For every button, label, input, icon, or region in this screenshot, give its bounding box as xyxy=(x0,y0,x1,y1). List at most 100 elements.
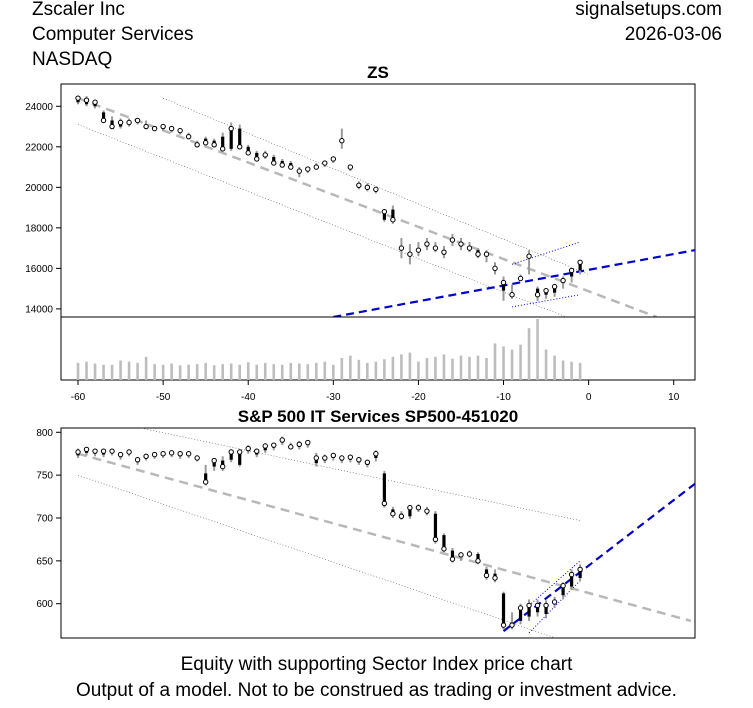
candle-body xyxy=(535,288,540,295)
candle-body xyxy=(204,473,208,482)
close-marker xyxy=(271,160,277,166)
volume-bar xyxy=(561,360,565,380)
close-marker xyxy=(237,449,243,455)
close-marker xyxy=(100,448,107,454)
sector-price-panel: S&P 500 IT Services SP500-451020 600 650 70… xyxy=(36,407,696,639)
close-marker xyxy=(288,444,294,450)
volume-bar xyxy=(297,363,301,380)
volume-bar xyxy=(263,362,267,380)
candle-body xyxy=(518,608,523,621)
y-tick-label: 16000 xyxy=(25,264,53,275)
volume-bar xyxy=(212,365,216,380)
candle-body xyxy=(501,593,506,626)
channel-upper-line xyxy=(139,428,581,521)
close-marker xyxy=(262,152,268,158)
close-marker xyxy=(305,439,311,446)
close-marker xyxy=(534,602,541,609)
volume-bar xyxy=(238,364,242,380)
close-marker xyxy=(185,133,192,140)
close-marker xyxy=(407,505,413,511)
close-marker xyxy=(254,156,260,162)
close-marker xyxy=(432,536,439,543)
x-tick-label: -20 xyxy=(411,392,426,403)
close-marker xyxy=(466,245,473,251)
close-marker xyxy=(279,437,285,443)
volume-bar xyxy=(110,364,114,380)
close-marker xyxy=(168,450,175,456)
close-marker xyxy=(117,119,124,126)
close-marker xyxy=(271,442,277,448)
close-marker xyxy=(219,146,226,152)
close-marker xyxy=(492,265,498,272)
close-marker xyxy=(117,451,124,458)
close-marker xyxy=(151,125,158,132)
candle-body xyxy=(408,507,412,517)
candle-body xyxy=(501,282,506,291)
close-marker xyxy=(517,275,524,282)
close-marker xyxy=(126,119,132,126)
close-marker xyxy=(313,455,320,461)
candle-body xyxy=(535,605,540,613)
volume-bar xyxy=(349,355,352,380)
close-marker xyxy=(449,556,456,562)
signal-upper-line xyxy=(528,560,581,606)
volume-bar xyxy=(170,363,173,380)
close-marker xyxy=(475,558,481,564)
candle-body xyxy=(578,569,582,578)
signal-upper-line xyxy=(511,241,581,265)
x-tick-label: -10 xyxy=(496,392,511,403)
close-marker xyxy=(100,117,107,124)
volume-bar xyxy=(527,328,531,380)
close-marker xyxy=(517,605,524,611)
close-marker xyxy=(560,277,566,284)
volume-bar xyxy=(485,358,488,380)
site-name: signalsetups.com xyxy=(575,0,722,20)
close-marker xyxy=(245,445,251,452)
volume-bar xyxy=(187,364,190,380)
volume-bar xyxy=(417,361,420,380)
volume-bar xyxy=(178,365,182,380)
close-marker xyxy=(75,95,81,101)
candle-body xyxy=(578,262,582,271)
plot-frame xyxy=(60,83,696,318)
x-tick-label: 10 xyxy=(668,392,680,403)
close-marker xyxy=(483,251,490,257)
y-tick-label: 22000 xyxy=(25,142,53,153)
candle-body xyxy=(229,452,233,460)
close-marker xyxy=(168,125,175,132)
close-marker xyxy=(194,455,200,461)
close-marker xyxy=(92,448,98,454)
channel-lower-line xyxy=(77,474,557,638)
footer-line-2: Output of a model. Not to be construed a… xyxy=(76,680,677,701)
panel-title: ZS xyxy=(367,63,389,82)
close-marker xyxy=(339,138,345,144)
y-tick-label: 650 xyxy=(36,556,53,567)
header-right: signalsetups.com 2026-03-06 xyxy=(575,0,722,47)
volume-bar xyxy=(391,356,395,380)
signal-lower-line xyxy=(511,294,581,308)
volume-bar xyxy=(127,361,131,380)
volume-bar xyxy=(493,343,497,380)
volume-bar xyxy=(408,352,412,380)
channel-upper-line xyxy=(163,97,589,275)
footer-line-1: Equity with supporting Sector Index pric… xyxy=(180,654,573,675)
close-marker xyxy=(526,602,532,609)
trend-line xyxy=(77,97,658,317)
close-marker xyxy=(356,457,362,463)
close-marker xyxy=(245,150,251,156)
volume-bar xyxy=(510,349,514,380)
volume-bar xyxy=(280,364,284,380)
close-marker xyxy=(254,448,260,454)
close-marker xyxy=(177,451,183,457)
candle-body xyxy=(101,112,106,121)
close-marker xyxy=(500,279,507,286)
close-marker xyxy=(381,500,388,507)
close-marker xyxy=(330,156,337,162)
close-marker xyxy=(407,251,413,257)
close-marker xyxy=(449,237,456,243)
close-marker xyxy=(211,142,217,148)
close-marker xyxy=(398,245,405,251)
candle-body xyxy=(221,460,225,467)
y-tick-label: 18000 xyxy=(25,223,53,234)
